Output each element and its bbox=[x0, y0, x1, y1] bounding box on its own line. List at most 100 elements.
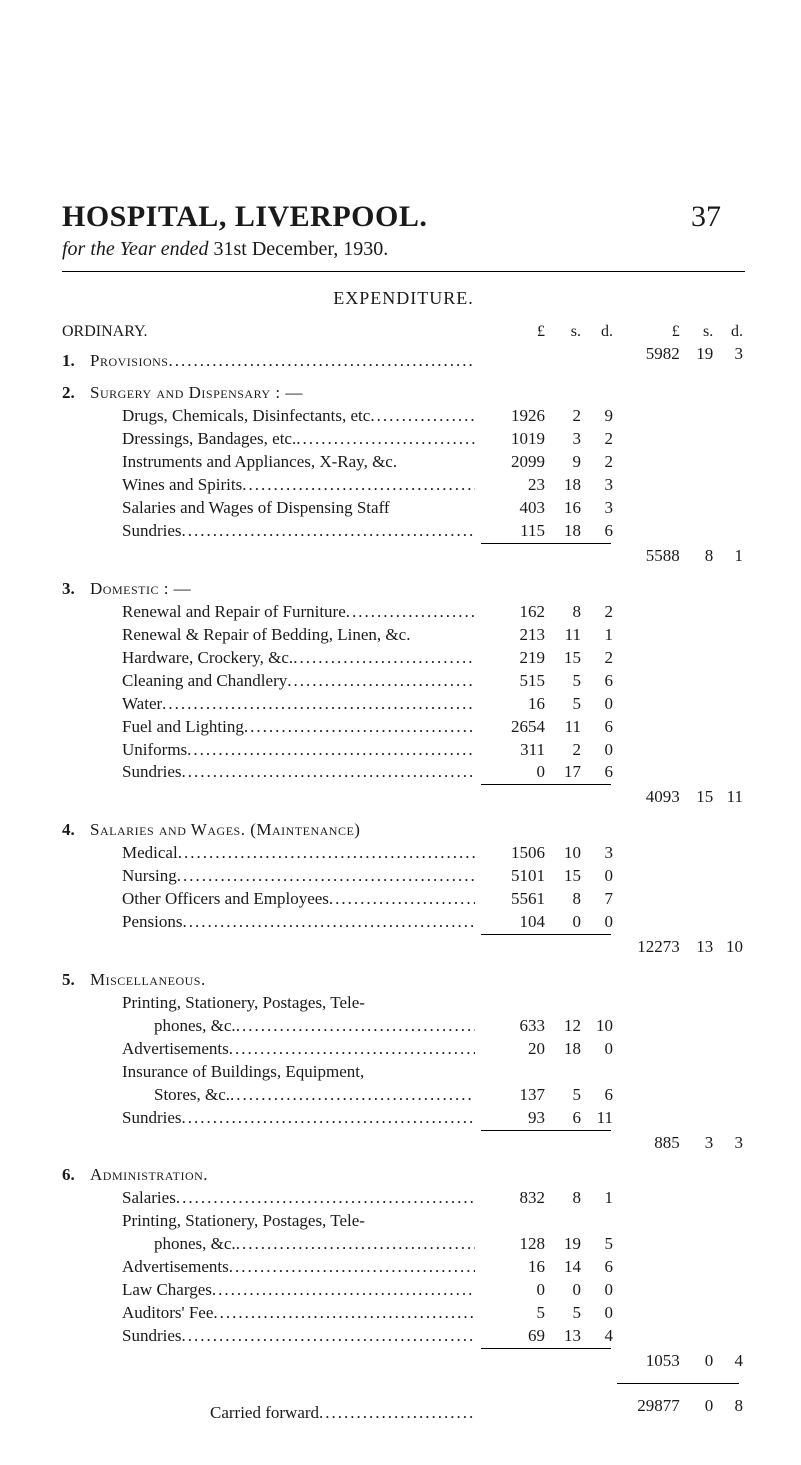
amount-pounds: 2099 bbox=[475, 451, 547, 474]
amount-pounds: 5101 bbox=[475, 865, 547, 888]
total-shillings: 8 bbox=[682, 545, 715, 568]
org-title: HOSPITAL, LIVERPOOL. bbox=[62, 200, 427, 234]
amount-shillings: 0 bbox=[547, 1279, 583, 1302]
period-date: 31st December, 1930. bbox=[213, 238, 388, 260]
section-heading-row: 4.Salaries and Wages. (Maintenance) bbox=[62, 819, 745, 842]
amount-shillings: 18 bbox=[547, 474, 583, 497]
amount-pence: 2 bbox=[583, 451, 615, 474]
section-heading-row: 2.Surgery and Dispensary : — bbox=[62, 382, 745, 405]
line-item-label: Law Charges bbox=[122, 1280, 212, 1299]
line-item-row: Stores, &c.13756 bbox=[62, 1084, 745, 1107]
section-heading: Domestic : — bbox=[90, 579, 191, 598]
col-d-sub: d. bbox=[583, 321, 615, 343]
period-prefix: for the Year ended bbox=[62, 238, 213, 260]
amount-pounds: 0 bbox=[475, 761, 547, 784]
total-pence: 10 bbox=[715, 936, 745, 959]
line-item-label: Wines and Spirits bbox=[122, 475, 242, 494]
sections-container: 1.Provisions59821932.Surgery and Dispens… bbox=[62, 343, 745, 1383]
line-item-row: Wines and Spirits23183 bbox=[62, 474, 745, 497]
amount-pounds: 832 bbox=[475, 1187, 547, 1210]
amount-pence: 2 bbox=[583, 428, 615, 451]
amount-pence: 5 bbox=[583, 1233, 615, 1256]
line-item-row: Dressings, Bandages, etc.101932 bbox=[62, 428, 745, 451]
line-item-row: Other Officers and Employees556187 bbox=[62, 888, 745, 911]
line-item-label: Cleaning and Chandlery bbox=[122, 671, 287, 690]
line-item-label: Sundries bbox=[122, 762, 182, 781]
section-number: 3. bbox=[62, 578, 90, 601]
line-item-row: Sundries 0176 bbox=[62, 761, 745, 784]
amount-pence: 10 bbox=[583, 1015, 615, 1038]
amount-shillings: 14 bbox=[547, 1256, 583, 1279]
amount-pence: 9 bbox=[583, 405, 615, 428]
line-item-row: Auditors' Fee550 bbox=[62, 1302, 745, 1325]
amount-pence: 0 bbox=[583, 1279, 615, 1302]
line-item-label: Salaries bbox=[122, 1188, 176, 1207]
line-item-row: Uniforms31120 bbox=[62, 739, 745, 762]
total-shillings: 15 bbox=[682, 786, 715, 809]
line-item-row: Hardware, Crockery, &c.219152 bbox=[62, 647, 745, 670]
section-total-row: 88533 bbox=[62, 1132, 745, 1155]
total-pounds: 5982 bbox=[615, 343, 682, 366]
line-item-label: Pensions bbox=[122, 912, 182, 931]
col-L-sub: £ bbox=[475, 321, 547, 343]
total-shillings: 3 bbox=[682, 1132, 715, 1155]
line-item-label: Salaries and Wages of Dispensing Staff bbox=[122, 498, 390, 517]
page: HOSPITAL, LIVERPOOL. 37 for the Year end… bbox=[0, 0, 801, 1465]
amount-shillings: 2 bbox=[547, 739, 583, 762]
total-pence: 3 bbox=[715, 343, 745, 366]
total-pounds: 1053 bbox=[615, 1350, 682, 1373]
amount-pounds: 1926 bbox=[475, 405, 547, 428]
amount-shillings: 8 bbox=[547, 1187, 583, 1210]
section-heading: Administration. bbox=[90, 1165, 208, 1184]
amount-shillings: 19 bbox=[547, 1233, 583, 1256]
amount-pounds: 162 bbox=[475, 601, 547, 624]
line-item-row: Advertisements20180 bbox=[62, 1038, 745, 1061]
ledger: ORDINARY. £ s. d. £ s. d. 1.Provisions59… bbox=[62, 321, 745, 1425]
total-pence: 11 bbox=[715, 786, 745, 809]
amount-pounds: 1506 bbox=[475, 842, 547, 865]
header-rule bbox=[62, 271, 745, 272]
line-item-label: Water bbox=[122, 694, 162, 713]
amount-pounds: 0 bbox=[475, 1279, 547, 1302]
line-item-row: Nursing5101150 bbox=[62, 865, 745, 888]
line-item-label: Advertisements bbox=[122, 1257, 229, 1276]
carried-s: 0 bbox=[682, 1395, 715, 1418]
amount-pounds: 16 bbox=[475, 1256, 547, 1279]
amount-pounds: 5561 bbox=[475, 888, 547, 911]
amount-shillings: 16 bbox=[547, 497, 583, 520]
amount-shillings: 11 bbox=[547, 716, 583, 739]
amount-pounds: 311 bbox=[475, 739, 547, 762]
line-item-row: phones, &c.6331210 bbox=[62, 1015, 745, 1038]
carried-forward-label: Carried forward bbox=[210, 1403, 319, 1422]
amount-shillings: 11 bbox=[547, 624, 583, 647]
line-item-row: Sundries115186 bbox=[62, 520, 745, 543]
total-pence: 4 bbox=[715, 1350, 745, 1373]
line-item-label: Instruments and Appliances, X-Ray, &c. bbox=[122, 452, 397, 471]
amount-shillings: 17 bbox=[547, 761, 583, 784]
line-item-label: Printing, Stationery, Postages, Tele- bbox=[122, 993, 365, 1012]
col-d-tot: d. bbox=[715, 321, 745, 343]
carried-rule-top bbox=[62, 1383, 745, 1385]
amount-pence: 0 bbox=[583, 1302, 615, 1325]
amount-pence: 1 bbox=[583, 624, 615, 647]
amount-pounds: 93 bbox=[475, 1107, 547, 1130]
amount-pence: 3 bbox=[583, 842, 615, 865]
title-row: HOSPITAL, LIVERPOOL. 37 bbox=[62, 200, 745, 234]
amount-pence: 6 bbox=[583, 761, 615, 784]
amount-shillings: 8 bbox=[547, 601, 583, 624]
total-shillings: 0 bbox=[682, 1350, 715, 1373]
amount-pence: 0 bbox=[583, 693, 615, 716]
amount-shillings: 18 bbox=[547, 1038, 583, 1061]
amount-shillings: 12 bbox=[547, 1015, 583, 1038]
column-header-row: ORDINARY. £ s. d. £ s. d. bbox=[62, 321, 745, 343]
total-pence: 3 bbox=[715, 1132, 745, 1155]
line-item-row: Medical1506103 bbox=[62, 842, 745, 865]
amount-shillings: 8 bbox=[547, 888, 583, 911]
amount-pounds: 2654 bbox=[475, 716, 547, 739]
carried-d: 8 bbox=[715, 1395, 745, 1418]
amount-pounds: 213 bbox=[475, 624, 547, 647]
line-item-row: Renewal & Repair of Bedding, Linen, &c.2… bbox=[62, 624, 745, 647]
section-heading: Miscellaneous. bbox=[90, 970, 206, 989]
carried-L: 29877 bbox=[615, 1395, 682, 1418]
amount-pence: 0 bbox=[583, 911, 615, 934]
